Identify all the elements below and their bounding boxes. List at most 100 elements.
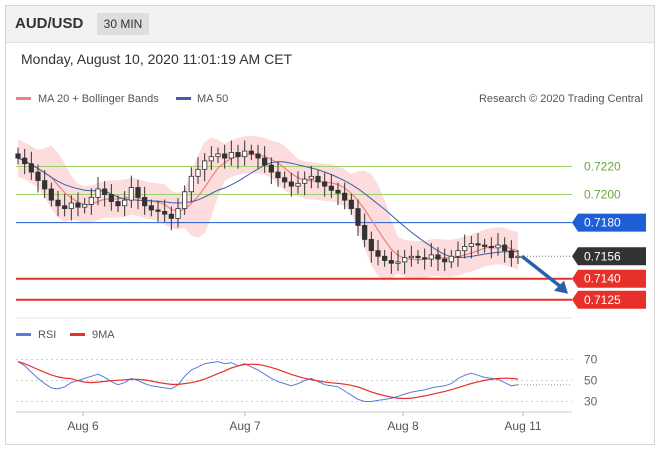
x-tick-label: Aug 7 <box>229 419 261 433</box>
candle <box>222 144 228 169</box>
candle <box>28 151 34 180</box>
candle <box>448 249 454 269</box>
candle-body <box>68 202 74 209</box>
candle-body <box>175 208 181 219</box>
candle <box>228 140 234 166</box>
candle-body <box>108 194 114 202</box>
candle <box>248 144 254 161</box>
candle <box>295 171 301 194</box>
candle <box>402 249 408 274</box>
candle-body <box>128 187 134 201</box>
candle-body <box>415 255 421 259</box>
candle-body <box>202 160 208 170</box>
ma20-line <box>17 153 519 261</box>
candle-body <box>268 164 274 173</box>
candle <box>215 147 221 163</box>
candle-body <box>42 180 48 190</box>
rsi-line <box>17 361 519 402</box>
candle <box>42 170 48 199</box>
candle-body <box>208 156 214 162</box>
candle <box>168 206 174 231</box>
candle <box>242 140 248 166</box>
projection-arrow <box>520 254 568 294</box>
pivot-label: 0.7180 <box>584 216 621 230</box>
rsi-grid: 70 50 30 <box>16 353 598 409</box>
candle-body <box>515 255 521 259</box>
candle-body <box>228 152 234 159</box>
candle <box>455 241 461 267</box>
candle <box>502 237 508 263</box>
candle-body <box>95 188 101 198</box>
candle <box>388 251 394 274</box>
candle <box>268 157 274 185</box>
last-price-label: 0.7156 <box>584 249 621 263</box>
candle <box>82 198 88 214</box>
candle <box>102 181 108 207</box>
candle-body <box>328 185 334 191</box>
credit-label: Research © 2020 Trading Central <box>479 93 643 105</box>
candle-body <box>428 254 434 260</box>
candle-body <box>295 182 301 187</box>
chart-widget: AUD/USD 30 MIN Monday, August 10, 2020 1… <box>5 5 655 445</box>
candle <box>382 249 388 267</box>
candle <box>475 233 481 255</box>
candle <box>22 148 28 175</box>
ma50-legend-swatch <box>176 97 191 100</box>
candle <box>282 171 288 189</box>
candle <box>255 144 261 169</box>
candle <box>435 247 441 272</box>
candle-body <box>142 196 148 207</box>
candle <box>342 182 348 210</box>
candle <box>55 191 61 217</box>
candle-body <box>302 178 308 184</box>
candle-body <box>75 202 81 208</box>
candle-body <box>455 250 461 257</box>
candle-body <box>375 250 381 257</box>
candle <box>495 233 501 256</box>
candle <box>288 172 294 197</box>
candle <box>122 191 128 217</box>
ma20-legend-label: MA 20 + Bollinger Bands <box>38 93 159 105</box>
rsi-tick-label: 50 <box>584 374 598 388</box>
rsi-lines <box>17 361 572 402</box>
candle-body <box>435 254 441 260</box>
candle-body <box>168 213 174 219</box>
resistance-label: 0.7220 <box>584 160 621 174</box>
chart-datetime: Monday, August 10, 2020 11:01:19 AM CET <box>21 51 293 67</box>
candle-body <box>448 255 454 263</box>
candle-body <box>55 199 61 207</box>
candle <box>488 237 494 259</box>
candle-body <box>222 153 228 159</box>
candle-body <box>115 201 121 207</box>
candle-body <box>482 244 488 247</box>
candle <box>95 177 101 206</box>
candle <box>75 192 81 217</box>
candle <box>135 179 141 210</box>
candle-body <box>15 153 21 159</box>
candle <box>262 146 268 173</box>
support-tag <box>572 290 646 309</box>
candle <box>148 199 154 217</box>
candle <box>508 240 514 267</box>
bollinger-band <box>18 135 518 281</box>
candle-body <box>262 157 268 166</box>
candle-body <box>382 255 388 261</box>
candlesticks <box>15 140 521 274</box>
candle <box>88 188 94 215</box>
support-label: 0.7140 <box>584 272 621 286</box>
candle-body <box>388 260 394 264</box>
candle-body <box>235 152 241 158</box>
candle-body <box>315 175 321 183</box>
rsi-legend-label: RSI <box>38 329 56 341</box>
timeframe-button[interactable]: 30 MIN <box>97 13 149 35</box>
x-tick-label: Aug 11 <box>504 419 541 433</box>
candle-body <box>335 189 341 194</box>
candle-body <box>135 187 141 198</box>
candle <box>155 200 161 222</box>
candle-body <box>62 205 68 209</box>
candle <box>202 153 208 182</box>
candle-body <box>148 205 154 211</box>
candle-body <box>48 188 54 201</box>
candle-body <box>88 196 94 205</box>
candle-body <box>308 175 314 180</box>
